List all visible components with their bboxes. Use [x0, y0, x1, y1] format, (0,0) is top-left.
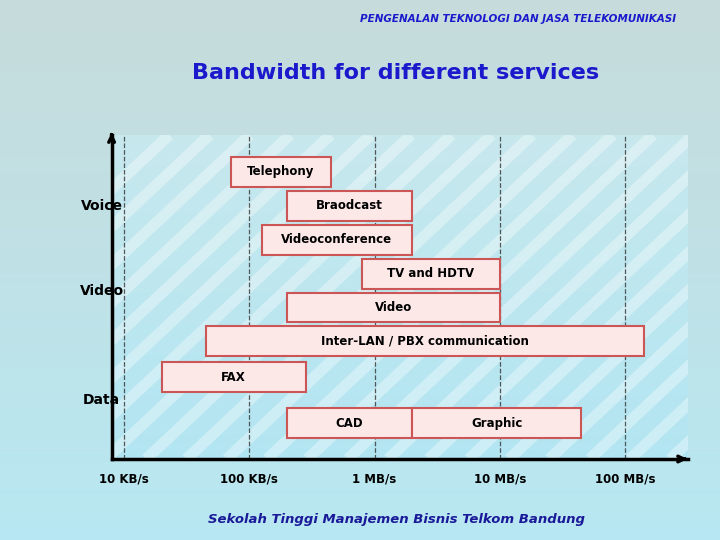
Text: Voice: Voice [81, 199, 122, 213]
Text: Data: Data [83, 393, 120, 407]
FancyBboxPatch shape [287, 293, 500, 322]
Text: Video: Video [79, 284, 124, 298]
FancyBboxPatch shape [205, 326, 644, 356]
Text: Bandwidth for different services: Bandwidth for different services [192, 63, 600, 83]
Text: Graphic: Graphic [471, 417, 522, 430]
Text: Inter-LAN / PBX communication: Inter-LAN / PBX communication [320, 335, 528, 348]
FancyBboxPatch shape [287, 191, 412, 221]
FancyBboxPatch shape [230, 157, 330, 187]
Text: Video: Video [374, 301, 412, 314]
Text: Sekolah Tinggi Manajemen Bisnis Telkom Bandung: Sekolah Tinggi Manajemen Bisnis Telkom B… [207, 514, 585, 526]
FancyBboxPatch shape [362, 259, 500, 288]
Text: Videoconference: Videoconference [282, 233, 392, 246]
Text: TV and HDTV: TV and HDTV [387, 267, 474, 280]
FancyBboxPatch shape [287, 408, 412, 438]
Text: PENGENALAN TEKNOLOGI DAN JASA TELEKOMUNIKASI: PENGENALAN TEKNOLOGI DAN JASA TELEKOMUNI… [360, 14, 677, 24]
Text: FAX: FAX [221, 371, 246, 384]
Text: Braodcast: Braodcast [316, 199, 383, 212]
FancyBboxPatch shape [262, 225, 412, 255]
Text: Telephony: Telephony [247, 165, 315, 178]
FancyBboxPatch shape [412, 408, 581, 438]
Text: CAD: CAD [336, 417, 364, 430]
FancyBboxPatch shape [162, 362, 306, 392]
